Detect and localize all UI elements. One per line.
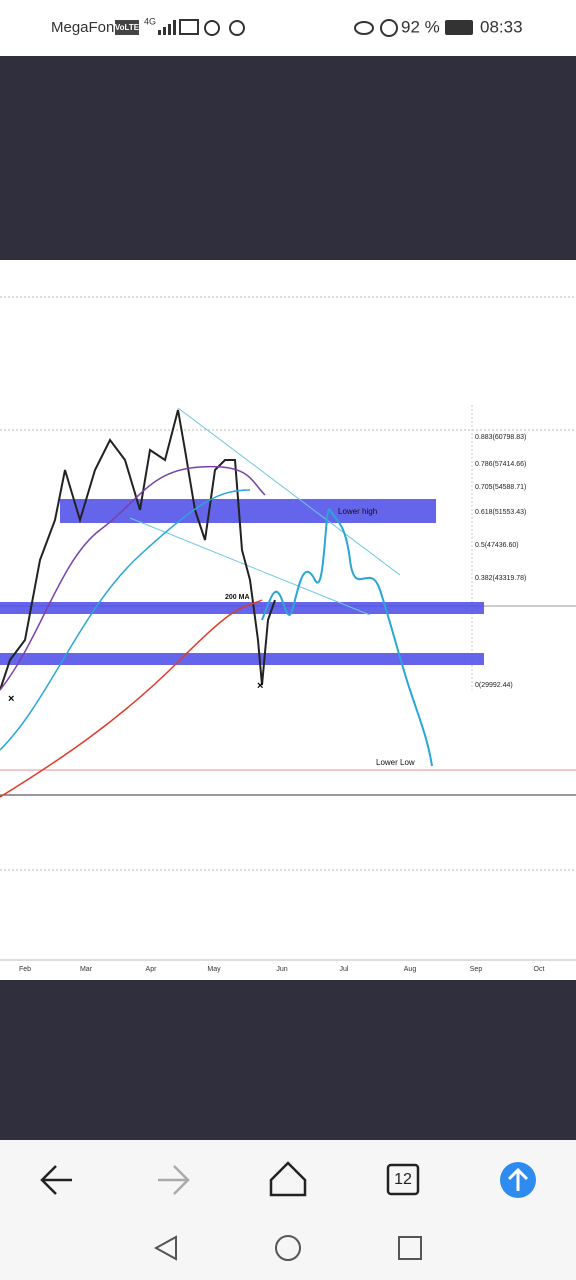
zone (60, 499, 436, 523)
home-button[interactable] (269, 1161, 307, 1197)
carrier: MegaFon (51, 19, 114, 36)
annotation: 200 MA (225, 594, 250, 601)
hotspot-icon (204, 20, 220, 36)
month-labels: Feb Mar Apr May Jun Jul Aug Sep Oct (19, 966, 545, 973)
signal-icon (158, 20, 176, 35)
month-label: Mar (80, 966, 93, 973)
marker: × (257, 680, 263, 692)
time: 08:33 (480, 17, 523, 36)
month-label: Jul (340, 966, 349, 973)
upload-arrow (507, 1167, 529, 1191)
mail-icon (179, 19, 199, 35)
trendline (177, 407, 401, 576)
month-label: Feb (19, 966, 31, 973)
volte-badge (115, 20, 139, 35)
at-icon (229, 20, 245, 36)
ma-200 (0, 599, 263, 798)
ma-purple (0, 465, 266, 691)
tab-count: 12 (394, 1171, 412, 1188)
month-label: Jun (276, 966, 287, 973)
tabs-button[interactable] (386, 1163, 420, 1196)
fib-label: 0.786(57414.66) (475, 461, 526, 468)
annotation: Lower Low (376, 758, 415, 767)
marker: × (8, 693, 14, 705)
status-bar (0, 0, 576, 56)
eye-icon (354, 21, 374, 35)
fib-labels: 0.883(60798.83) 0.786(57414.66) 0.705(5458… (475, 434, 526, 689)
month-label: Sep (470, 966, 483, 973)
back-button[interactable] (40, 1165, 72, 1195)
month-label: Oct (534, 966, 545, 973)
dark-band (0, 56, 576, 260)
fib-label: 0(29992.44) (475, 682, 513, 689)
fib-label: 0.382(43319.78) (475, 575, 526, 582)
fib-label: 0.705(54588.71) (475, 484, 526, 491)
month-label: Apr (146, 966, 158, 973)
alarm-icon (380, 19, 398, 37)
fib-label: 0.5(47436.60) (475, 542, 519, 549)
price-candles (0, 409, 276, 691)
battery-percent: 92 % (401, 17, 440, 36)
network: 4G (144, 16, 156, 26)
fib-label: 0.883(60798.83) (475, 434, 526, 441)
month-label: May (207, 966, 221, 973)
forward-button[interactable] (158, 1165, 190, 1195)
month-label: Aug (404, 966, 417, 973)
volte: VoLTE (115, 23, 140, 32)
chart-image: × × Lower high 200 MA Lower Low 0.883(60… (0, 296, 576, 973)
battery-icon (445, 20, 473, 35)
ma-blue (0, 489, 251, 751)
trendline (129, 517, 371, 616)
nav-home[interactable] (275, 1235, 301, 1261)
projection (261, 508, 433, 767)
dark-band (0, 980, 576, 1140)
nav-back[interactable] (153, 1235, 177, 1261)
annotation: Lower high (338, 507, 377, 516)
zone (0, 653, 484, 665)
nav-recents[interactable] (398, 1236, 422, 1260)
fib-label: 0.618(51553.43) (475, 509, 526, 516)
